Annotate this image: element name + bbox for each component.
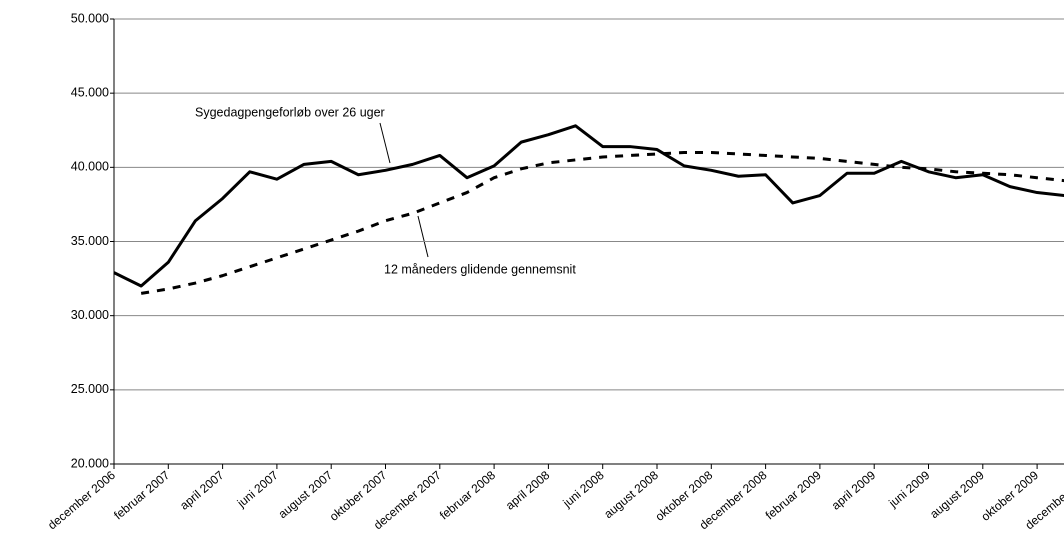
y-tick-label: 20.000 (71, 456, 109, 470)
x-tick-label: juni 2009 (885, 468, 932, 511)
x-tick-label: april 2008 (503, 468, 553, 513)
y-tick-label: 45.000 (71, 85, 109, 99)
x-tick-label: februar 2008 (437, 468, 498, 523)
y-tick-label: 30.000 (71, 308, 109, 322)
x-tick-label: februar 2009 (763, 468, 824, 523)
x-tick-label: december 2006 (45, 468, 118, 533)
y-tick-label: 35.000 (71, 234, 109, 248)
x-tick-label: juni 2008 (560, 468, 607, 511)
x-tick-label: april 2009 (829, 468, 879, 513)
y-tick-label: 50.000 (71, 11, 109, 25)
line-series (113, 124, 1064, 288)
y-tick-label: 40.000 (71, 160, 109, 174)
x-tick-label: april 2007 (177, 468, 227, 513)
x-tick-label: februar 2007 (111, 468, 172, 523)
x-tick-label: juni 2007 (234, 468, 281, 511)
annotation: Sygedagpengeforløb over 26 uger (195, 105, 385, 119)
line-series (140, 151, 1064, 295)
annotation-leader (379, 122, 391, 164)
y-tick-label: 25.000 (71, 382, 109, 396)
annotation: 12 måneders glidende gennemsnit (384, 262, 576, 276)
annotation-leader (417, 215, 429, 258)
